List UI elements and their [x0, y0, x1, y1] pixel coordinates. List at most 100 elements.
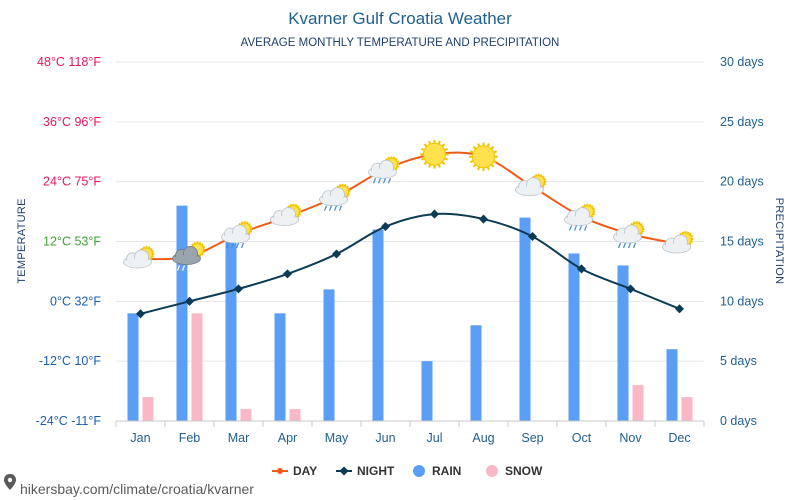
month-label: Mar: [228, 431, 250, 445]
rain-drop: [377, 177, 382, 184]
night-point: [478, 214, 489, 224]
rain-bar: [323, 289, 335, 421]
sun-disc: [423, 142, 446, 166]
rain-bar: [274, 313, 286, 421]
night-point: [429, 209, 440, 219]
snow-bar: [240, 409, 252, 421]
rain-bar: [127, 313, 139, 421]
right-axis-title: PRECIPITATION: [773, 198, 785, 285]
left-tick-label: 12°C 53°F: [43, 235, 101, 249]
rain-drop: [191, 265, 196, 271]
month-label: Aug: [472, 431, 494, 445]
sun-cloud-icon: [270, 203, 302, 226]
rain-drop: [181, 265, 186, 271]
footer-source[interactable]: hikersbay.com/climate/croatia/kvarner: [20, 481, 254, 497]
rain-bar: [568, 253, 580, 421]
rain-bar: [372, 229, 384, 421]
cloud-part: [124, 258, 151, 268]
right-tick-label: 5 days: [720, 354, 757, 368]
month-label: May: [325, 431, 349, 445]
cloud-part: [320, 196, 347, 206]
rain-drop: [225, 242, 230, 249]
left-tick-label: 48°C 118°F: [37, 55, 101, 69]
rain-drop: [323, 205, 328, 211]
snow-bar: [142, 397, 154, 421]
rain-drop: [333, 205, 338, 211]
right-tick-label: 15 days: [720, 235, 764, 249]
chart-title: Kvarner Gulf Croatia Weather: [288, 9, 512, 28]
footer: hikersbay.com/climate/croatia/kvarner: [4, 474, 254, 497]
left-tick-label: -24°C -11°F: [36, 414, 102, 428]
cloud: [368, 159, 397, 179]
rain-drop: [230, 242, 235, 249]
left-tick-label: 24°C 75°F: [43, 175, 101, 189]
cloud-part: [173, 254, 200, 264]
sun-cloud-icon: [662, 231, 694, 254]
cloud: [613, 224, 642, 244]
right-tick-label: 20 days: [720, 175, 764, 189]
cloud-part: [565, 216, 592, 226]
precipitation-bars: [127, 205, 693, 421]
snow-bar: [191, 313, 203, 421]
legend-snow-label: SNOW: [505, 464, 543, 478]
rain-drop: [568, 225, 573, 231]
rain-bar: [176, 205, 188, 421]
month-label: Sep: [521, 431, 543, 445]
sun-cloud-icon: [123, 246, 155, 269]
rain-bar: [617, 265, 629, 421]
month-label: Jul: [427, 431, 443, 445]
night-point: [674, 304, 685, 314]
sun-icon: [420, 139, 449, 169]
legend-day-label: DAY: [293, 464, 317, 478]
rain-drop: [387, 177, 392, 184]
month-label: Jan: [130, 431, 150, 445]
location-pin-icon: [4, 474, 16, 490]
rain-drop: [617, 242, 622, 249]
cloud: [564, 207, 593, 226]
sun-cloud-rain-icon: [613, 221, 645, 249]
cloud-part: [614, 233, 641, 243]
night-point: [331, 249, 342, 259]
rain-drop: [240, 242, 245, 249]
month-label: Nov: [619, 431, 642, 445]
cloud: [319, 187, 348, 207]
legend-rain-marker: [413, 465, 425, 477]
rain-drop: [578, 225, 583, 231]
rain-drop: [328, 205, 333, 211]
right-tick-label: 25 days: [720, 115, 764, 129]
left-tick-label: 36°C 96°F: [43, 115, 101, 129]
legend-rain-label: RAIN: [432, 464, 461, 478]
sun-cloud-rain-icon: [564, 203, 596, 231]
cloud: [172, 246, 201, 265]
rain-bar: [519, 217, 531, 421]
night-temperature-line: [140, 212, 680, 315]
sun-cloud-rain-icon: [221, 221, 253, 249]
day-temperature-line: [140, 151, 680, 261]
temperature-lines: [135, 151, 685, 319]
night-point: [282, 269, 293, 279]
month-label: Oct: [572, 431, 592, 445]
right-tick-label: 0 days: [720, 414, 757, 428]
month-label: Feb: [179, 431, 201, 445]
cloud: [270, 207, 299, 226]
rain-bar: [470, 325, 482, 421]
cloud: [662, 234, 691, 254]
legend: DAY NIGHT RAIN SNOW: [272, 464, 543, 478]
legend-night-marker: [339, 466, 349, 476]
rain-drop: [627, 242, 632, 249]
sun-cloud-rain-icon: [319, 183, 351, 211]
sun-cloud-icon: [515, 173, 547, 197]
legend-snow-marker: [486, 465, 498, 477]
rain-drop: [583, 225, 588, 231]
legend-snow: SNOW: [486, 464, 543, 478]
cloud: [123, 249, 152, 269]
snow-bar: [681, 397, 693, 421]
cloud-part: [663, 243, 690, 253]
snow-bar: [632, 385, 644, 421]
rain-bar: [421, 361, 433, 421]
grid: [116, 61, 704, 422]
rain-bar: [666, 349, 678, 421]
snow-bar: [289, 409, 301, 421]
cloud-part: [516, 186, 543, 196]
